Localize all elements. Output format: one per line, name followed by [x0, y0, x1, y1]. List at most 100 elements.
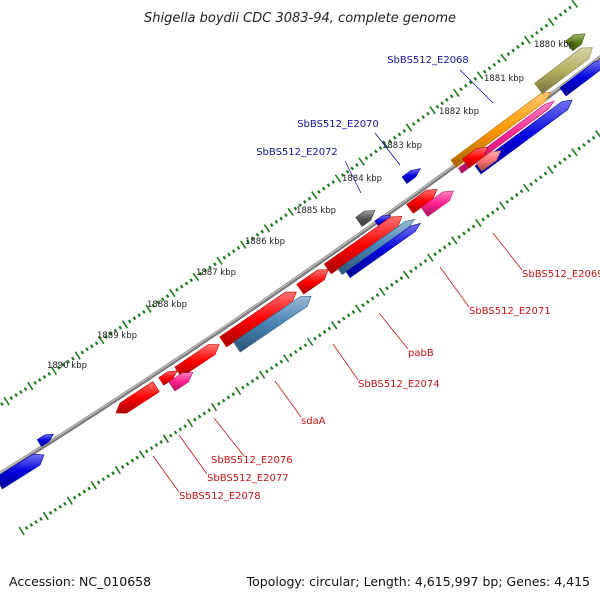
- ruler-tick-inner: [379, 287, 386, 296]
- ruler-tick-outer: [544, 23, 549, 28]
- gene-arrow: [345, 222, 422, 279]
- ruler-tick-outer: [293, 206, 298, 211]
- ruler-tick-outer: [445, 97, 449, 102]
- ruler-tick-outer: [411, 122, 416, 126]
- ruler-tick-outer: [530, 34, 534, 39]
- ruler-tick-outer: [287, 207, 294, 216]
- ruler-tick-inner: [58, 504, 62, 509]
- gene-arrow: [337, 218, 416, 276]
- ruler-tick-inner: [231, 392, 236, 397]
- ruler-tick-inner: [168, 433, 173, 438]
- ruler-tick-outer: [539, 27, 544, 32]
- ruler-tick-outer: [9, 396, 14, 400]
- ruler-tick-inner: [255, 375, 260, 380]
- leader-line: [492, 232, 523, 271]
- ruler-tick-outer: [169, 288, 176, 298]
- ruler-tick-inner: [475, 218, 482, 228]
- ruler-tick-inner: [317, 333, 322, 338]
- ruler-tick-outer: [464, 83, 468, 88]
- ruler-tick-inner: [587, 139, 591, 144]
- ruler-tick-inner: [462, 231, 466, 236]
- ruler-tick-outer: [3, 396, 10, 406]
- ruler-tick-inner: [558, 160, 562, 165]
- ruler-tick-inner: [29, 523, 34, 527]
- ruler-tick-outer: [80, 350, 85, 355]
- ruler-tick-inner: [138, 450, 146, 459]
- ruler-tick-inner: [245, 382, 250, 387]
- ruler-tick-outer: [246, 239, 250, 244]
- ruler-tick-inner: [159, 440, 163, 444]
- ruler-tick-outer: [416, 118, 421, 123]
- ruler-tick-outer: [405, 123, 413, 132]
- ruler-tick-inner: [351, 309, 356, 314]
- ruler-tick-outer: [89, 344, 94, 349]
- ruler-label-kbp: 1881 kbp: [484, 74, 524, 84]
- ruler-label-kbp: 1886 kbp: [245, 237, 285, 247]
- ruler-tick-inner: [337, 320, 341, 324]
- ruler-tick-inner: [354, 304, 362, 313]
- ruler-tick-outer: [558, 12, 563, 17]
- ruler-tick-outer: [108, 331, 113, 336]
- ruler-tick-inner: [125, 461, 130, 466]
- ruler-tick-outer: [402, 128, 407, 133]
- ruler-tick-outer: [321, 186, 326, 191]
- ruler-tick-inner: [53, 507, 58, 512]
- ruler-tick-outer: [516, 45, 520, 49]
- gene-arrow: [355, 210, 376, 227]
- feature-label: SbBS512_E2070: [297, 119, 379, 130]
- ruler-label-kbp: 1885 kbp: [296, 206, 336, 216]
- ruler-tick-outer: [132, 316, 137, 321]
- ruler-tick-inner: [197, 414, 202, 419]
- gene-arrow: [296, 269, 329, 295]
- ruler-tick-inner: [24, 526, 29, 530]
- ruler-tick-outer: [260, 229, 265, 234]
- ruler-tick-inner: [538, 175, 543, 180]
- ruler-tick-inner: [82, 489, 87, 494]
- ruler-tick-inner: [390, 282, 394, 287]
- ruler-label-kbp: 1888 kbp: [147, 300, 187, 310]
- ruler-tick-outer: [121, 320, 129, 329]
- ruler-tick-outer: [374, 149, 378, 154]
- ruler-tick-outer: [104, 334, 108, 339]
- ruler-tick-outer: [98, 335, 105, 345]
- ruler-tick-outer: [156, 300, 160, 305]
- ruler-tick-inner: [34, 520, 38, 524]
- ruler-tick-outer: [482, 69, 487, 74]
- ruler-tick-outer: [453, 88, 460, 97]
- ruler-tick-inner: [547, 165, 554, 175]
- ruler-tick-inner: [66, 496, 73, 505]
- ruler-tick-outer: [473, 76, 478, 81]
- ruler-tick-outer: [236, 245, 241, 250]
- ruler-tick-outer: [50, 366, 58, 376]
- ruler-tick-outer: [175, 287, 179, 292]
- ruler-tick-inner: [361, 303, 365, 308]
- ruler-tick-inner: [595, 130, 600, 138]
- ruler-tick-outer: [554, 16, 558, 21]
- ruler-tick-outer: [137, 313, 141, 318]
- leader-line: [378, 312, 409, 350]
- gene-arrow: [564, 33, 586, 52]
- ruler-tick-inner: [562, 157, 567, 162]
- ruler-tick-inner: [414, 265, 418, 270]
- ruler-tick-outer: [392, 135, 397, 140]
- ruler-tick-inner: [451, 236, 458, 245]
- gene-arrow: [158, 370, 178, 386]
- ruler-tick-inner: [306, 337, 314, 347]
- ruler-tick-outer: [345, 169, 350, 174]
- ruler-tick-inner: [96, 480, 101, 485]
- ruler-tick-outer: [113, 328, 118, 333]
- gene-arrow: [233, 295, 312, 353]
- ruler-tick-outer: [524, 35, 531, 44]
- ruler-tick-outer: [42, 374, 47, 379]
- ruler-label-kbp: 1887 kbp: [196, 268, 236, 278]
- ruler-tick-outer: [165, 294, 170, 299]
- ruler-tick-inner: [63, 501, 67, 506]
- ruler-tick-outer: [284, 213, 288, 218]
- ruler-tick-outer: [250, 236, 255, 241]
- ruler-tick-outer: [14, 393, 18, 397]
- ruler-tick-inner: [114, 465, 121, 475]
- ruler-tick-inner: [202, 411, 207, 416]
- feature-label: SbBS512_E2071: [469, 306, 551, 317]
- ruler-tick-outer: [382, 140, 389, 149]
